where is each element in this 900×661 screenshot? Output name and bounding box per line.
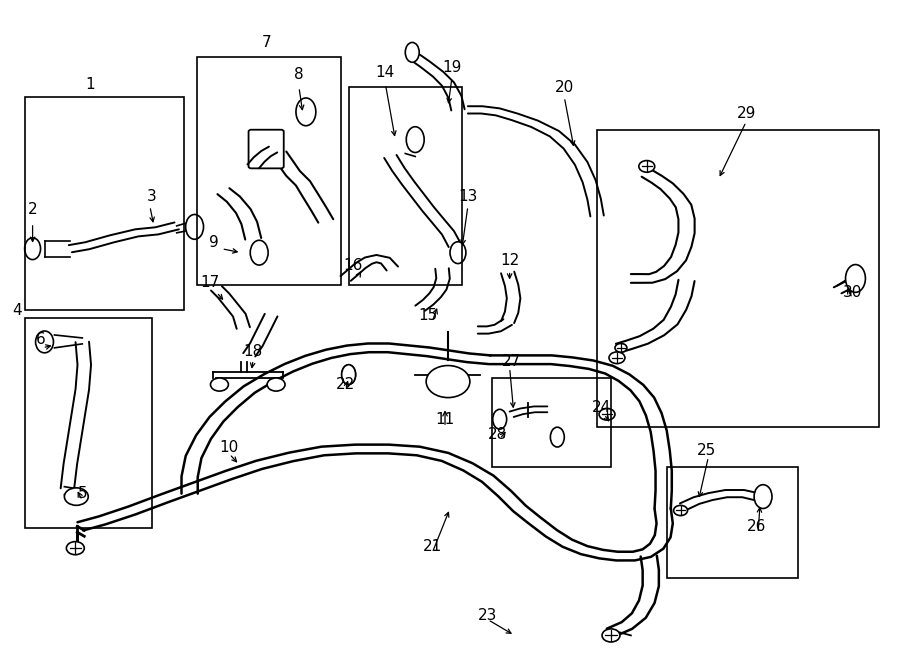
Circle shape [602,629,620,642]
Text: 5: 5 [77,486,87,501]
Text: 4: 4 [12,303,22,318]
Ellipse shape [24,238,40,260]
Text: 25: 25 [697,444,716,459]
Bar [491,377,611,467]
Text: 2: 2 [28,202,38,217]
Ellipse shape [551,427,564,447]
Ellipse shape [185,214,203,239]
Bar [196,58,341,286]
Text: 9: 9 [209,235,219,251]
Text: 13: 13 [458,188,478,204]
Text: 6: 6 [36,332,45,348]
Ellipse shape [450,242,466,264]
Text: 19: 19 [442,59,462,75]
Bar [667,467,797,578]
Text: 12: 12 [500,253,519,268]
Ellipse shape [342,365,356,385]
Text: 11: 11 [436,412,454,427]
Text: 15: 15 [418,307,437,323]
Circle shape [426,366,470,397]
Text: 10: 10 [220,440,239,455]
Bar [597,130,879,427]
Ellipse shape [754,485,772,508]
Circle shape [211,378,229,391]
Bar [348,87,462,286]
Text: 20: 20 [554,79,574,95]
Circle shape [609,352,625,364]
Circle shape [615,344,627,352]
Text: 7: 7 [261,35,271,50]
Bar [24,318,152,528]
Ellipse shape [342,365,356,385]
Ellipse shape [492,409,507,429]
Text: 24: 24 [591,400,611,415]
Circle shape [267,378,285,391]
Text: 28: 28 [488,426,508,442]
Ellipse shape [36,331,53,353]
Text: 17: 17 [200,275,219,290]
Ellipse shape [406,127,424,153]
Circle shape [67,541,85,555]
Text: 1: 1 [86,77,95,92]
Circle shape [673,506,688,516]
Circle shape [639,161,654,173]
Text: 30: 30 [842,285,862,300]
Circle shape [65,488,88,505]
Text: 29: 29 [736,106,756,122]
Text: 22: 22 [336,377,356,392]
Text: 23: 23 [478,608,498,623]
Ellipse shape [250,240,268,265]
FancyBboxPatch shape [248,130,284,169]
Text: 16: 16 [343,258,363,273]
Text: 21: 21 [422,539,442,554]
Text: 8: 8 [294,67,304,82]
Text: 14: 14 [376,65,395,80]
Text: 26: 26 [746,519,766,534]
Text: 18: 18 [244,344,263,360]
Ellipse shape [296,98,316,126]
Bar [24,97,184,310]
Text: 3: 3 [147,188,157,204]
Text: 27: 27 [502,354,521,369]
Ellipse shape [845,264,866,292]
Circle shape [599,408,615,420]
Ellipse shape [405,42,419,62]
